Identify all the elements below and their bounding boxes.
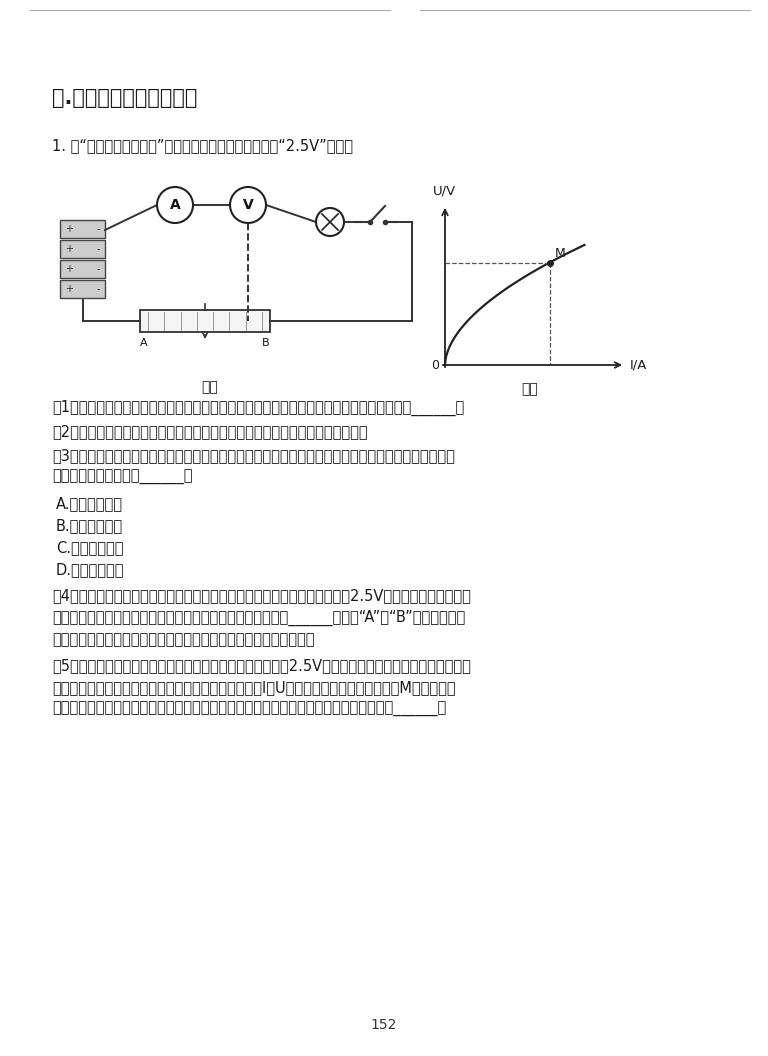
Text: （5）继续调节滑动变阔器，使小灯泡两端电压略低于、等于2.5V，观察小灯泡的亮度并记下电压表、电: （5）继续调节滑动变阔器，使小灯泡两端电压略低于、等于2.5V，观察小灯泡的亮度… [52, 658, 471, 673]
Text: 152: 152 [371, 1018, 397, 1032]
Text: 图乙: 图乙 [521, 382, 538, 396]
Text: 流表的示数。根据这些实验数据画出小灯泡的电流电压I－U关系图象，过此图线上任一点M分别做两坐: 流表的示数。根据这些实验数据画出小灯泡的电流电压I－U关系图象，过此图线上任一点… [52, 680, 455, 695]
Text: -: - [97, 244, 100, 254]
Text: U/V: U/V [433, 185, 457, 199]
Text: -: - [97, 284, 100, 294]
Text: +: + [65, 224, 73, 234]
FancyBboxPatch shape [60, 220, 105, 238]
FancyBboxPatch shape [60, 240, 105, 258]
Text: D.　变阔器开路: D. 变阔器开路 [56, 562, 124, 577]
FancyBboxPatch shape [60, 260, 105, 278]
Text: 记下电压表、电流表的示数。接下来，将滑动变阔器的滑片向______（选填“A”或“B”）端移动，使: 记下电压表、电流表的示数。接下来，将滑动变阔器的滑片向______（选填“A”或… [52, 610, 465, 626]
Text: B.　小灯泡开路: B. 小灯泡开路 [56, 518, 123, 533]
Text: -: - [97, 264, 100, 274]
Text: 六.电学实验探究必会题型: 六.电学实验探究必会题型 [52, 88, 197, 108]
Text: C.　变阔器短路: C. 变阔器短路 [56, 540, 124, 555]
Text: -: - [97, 224, 100, 234]
Text: （2）请你用笔画线代替导线在答题卡上帮小军将图甲所示的实物电路连接完整。: （2）请你用笔画线代替导线在答题卡上帮小军将图甲所示的实物电路连接完整。 [52, 425, 368, 439]
Text: I/A: I/A [630, 358, 647, 372]
Text: 1. 在“测量小灯泡电功率”的实验中，所用小灯泡上标有“2.5V”字样。: 1. 在“测量小灯泡电功率”的实验中，所用小灯泡上标有“2.5V”字样。 [52, 138, 353, 153]
FancyBboxPatch shape [60, 280, 105, 298]
Text: M: M [554, 246, 565, 260]
Circle shape [316, 208, 344, 235]
Text: +: + [65, 264, 73, 274]
Text: A: A [141, 338, 147, 348]
Text: 小灯泡正常发光，观察小灯泡的仮度并记下电压表、电流表的示数。: 小灯泡正常发光，观察小灯泡的仮度并记下电压表、电流表的示数。 [52, 631, 315, 647]
Text: A: A [170, 199, 180, 212]
Text: （3）连接完实验电路，检查无误后，闭合开关，发现小灯泡不亮，电流表、电压表的示数都为零。出现: （3）连接完实验电路，检查无误后，闭合开关，发现小灯泡不亮，电流表、电压表的示数… [52, 448, 455, 463]
Text: B: B [262, 338, 270, 348]
Circle shape [157, 187, 193, 223]
Text: （1）如图甲所示是小军已经连接的部分实验电路，在连接电路时，小军操作上出现的错误是______。: （1）如图甲所示是小军已经连接的部分实验电路，在连接电路时，小军操作上出现的错误… [52, 400, 464, 416]
FancyBboxPatch shape [140, 310, 270, 332]
Text: +: + [65, 284, 73, 294]
Text: 图甲: 图甲 [202, 380, 218, 394]
Text: A.　小灯泡短路: A. 小灯泡短路 [56, 496, 123, 511]
Circle shape [230, 187, 266, 223]
Text: 这种现象的原因可能是______。: 这种现象的原因可能是______。 [52, 470, 193, 485]
Text: 0: 0 [431, 359, 439, 372]
Text: +: + [65, 244, 73, 254]
Text: （4）排除上述故障后，闭合开关，调节滑动变阔器使小灯泡两端电压略高于2.5V，观察小灯泡的亮度并: （4）排除上述故障后，闭合开关，调节滑动变阔器使小灯泡两端电压略高于2.5V，观… [52, 588, 471, 603]
Text: 标轴的平行线如图乙所示，它们与两坐标轴围成的矩形的面积在数值上等于小灯泡此时的______。: 标轴的平行线如图乙所示，它们与两坐标轴围成的矩形的面积在数值上等于小灯泡此时的_… [52, 702, 446, 717]
Text: V: V [243, 199, 253, 212]
